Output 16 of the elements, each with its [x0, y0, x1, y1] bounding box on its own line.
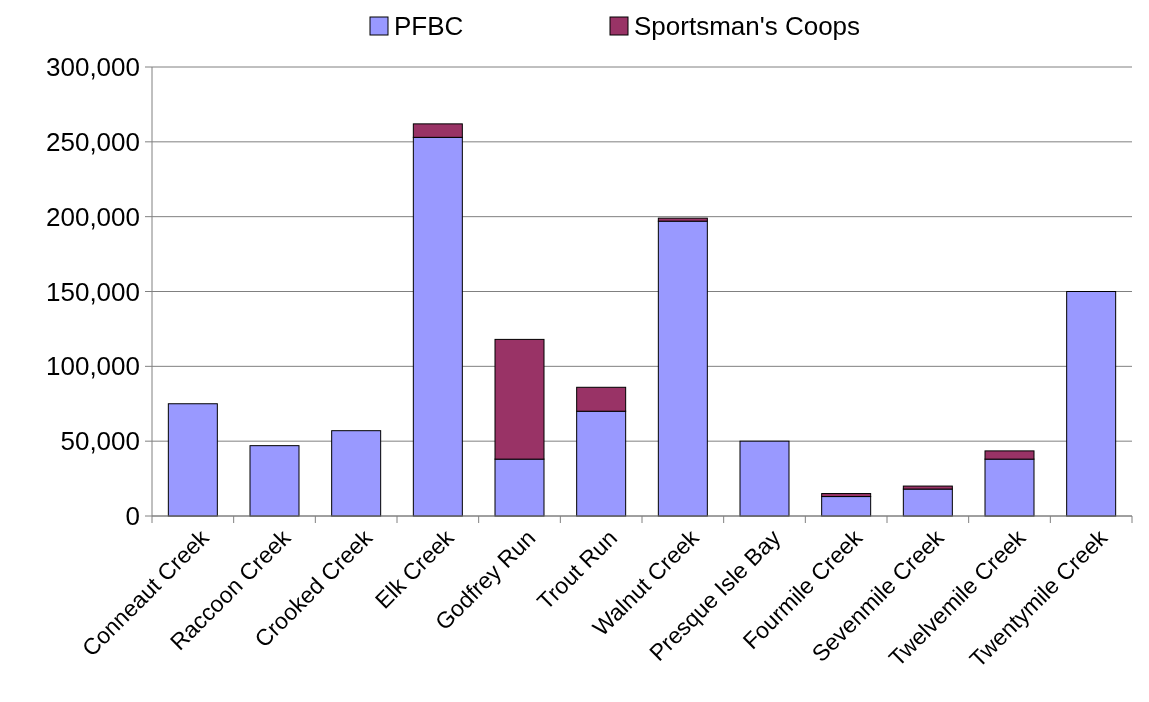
bar [657, 220, 708, 517]
bar [1066, 291, 1117, 517]
legend-label: Sportsman's Coops [634, 11, 861, 42]
bar [331, 430, 382, 517]
y-tick-label: 0 [125, 501, 140, 532]
y-tick-label: 100,000 [46, 351, 140, 382]
bar [167, 403, 218, 517]
y-tick-label: 300,000 [46, 52, 140, 83]
bar [902, 488, 953, 517]
bar [249, 445, 300, 517]
y-tick-label: 200,000 [46, 201, 140, 232]
legend-label: PFBC [394, 11, 464, 42]
bar [739, 440, 790, 517]
y-tick-label: 150,000 [46, 276, 140, 307]
y-tick-label: 250,000 [46, 126, 140, 157]
y-tick-label: 50,000 [60, 426, 140, 457]
